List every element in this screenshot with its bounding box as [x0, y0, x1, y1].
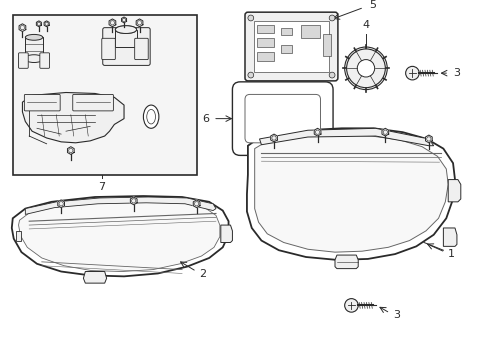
Polygon shape: [130, 197, 137, 205]
Text: 3: 3: [453, 68, 460, 78]
Polygon shape: [136, 19, 143, 27]
Ellipse shape: [115, 26, 137, 33]
Polygon shape: [448, 180, 461, 202]
FancyBboxPatch shape: [73, 94, 113, 111]
Circle shape: [329, 15, 335, 21]
Ellipse shape: [24, 55, 44, 63]
Polygon shape: [58, 200, 65, 208]
FancyBboxPatch shape: [135, 38, 148, 60]
FancyBboxPatch shape: [19, 53, 28, 68]
Text: 3: 3: [393, 310, 400, 320]
Bar: [25, 37, 43, 59]
Ellipse shape: [25, 35, 43, 40]
FancyBboxPatch shape: [245, 12, 338, 81]
FancyBboxPatch shape: [40, 53, 49, 68]
Bar: [281, 45, 293, 53]
Bar: [323, 35, 331, 56]
Circle shape: [329, 72, 335, 78]
Bar: [301, 25, 320, 38]
Polygon shape: [260, 128, 434, 146]
FancyBboxPatch shape: [102, 38, 115, 60]
Circle shape: [248, 15, 254, 21]
Polygon shape: [425, 135, 432, 143]
Polygon shape: [382, 128, 389, 136]
Bar: [257, 38, 274, 47]
Polygon shape: [16, 231, 22, 240]
Polygon shape: [83, 271, 107, 283]
Ellipse shape: [147, 109, 155, 124]
Polygon shape: [314, 128, 321, 136]
Text: 1: 1: [448, 249, 455, 259]
Ellipse shape: [144, 105, 159, 128]
Circle shape: [346, 49, 385, 87]
FancyBboxPatch shape: [245, 94, 320, 143]
Circle shape: [357, 60, 375, 77]
Bar: [281, 28, 293, 35]
Polygon shape: [122, 17, 126, 23]
Bar: [13, 15, 196, 175]
Bar: [257, 52, 274, 60]
Polygon shape: [109, 19, 116, 27]
Text: 2: 2: [199, 269, 207, 279]
Circle shape: [344, 298, 358, 312]
Polygon shape: [19, 24, 26, 32]
Polygon shape: [23, 93, 124, 143]
Polygon shape: [25, 197, 216, 215]
Circle shape: [344, 47, 387, 90]
Text: 4: 4: [363, 19, 369, 30]
Polygon shape: [255, 135, 448, 252]
Text: 5: 5: [369, 0, 376, 10]
Polygon shape: [193, 200, 200, 208]
Polygon shape: [19, 201, 220, 271]
FancyBboxPatch shape: [232, 82, 333, 156]
Polygon shape: [247, 128, 455, 260]
FancyBboxPatch shape: [24, 94, 60, 111]
Polygon shape: [443, 228, 457, 246]
Circle shape: [406, 66, 419, 80]
Polygon shape: [335, 255, 358, 269]
Bar: [115, 30, 137, 47]
Ellipse shape: [115, 26, 137, 33]
Text: 6: 6: [202, 114, 209, 123]
Polygon shape: [12, 196, 228, 276]
FancyBboxPatch shape: [103, 28, 150, 66]
Text: 7: 7: [98, 181, 105, 192]
Bar: [254, 21, 329, 72]
Polygon shape: [68, 147, 74, 154]
Polygon shape: [44, 21, 49, 27]
Polygon shape: [221, 225, 232, 243]
Bar: [257, 25, 274, 33]
Polygon shape: [36, 21, 41, 27]
Circle shape: [248, 72, 254, 78]
Polygon shape: [270, 134, 277, 142]
